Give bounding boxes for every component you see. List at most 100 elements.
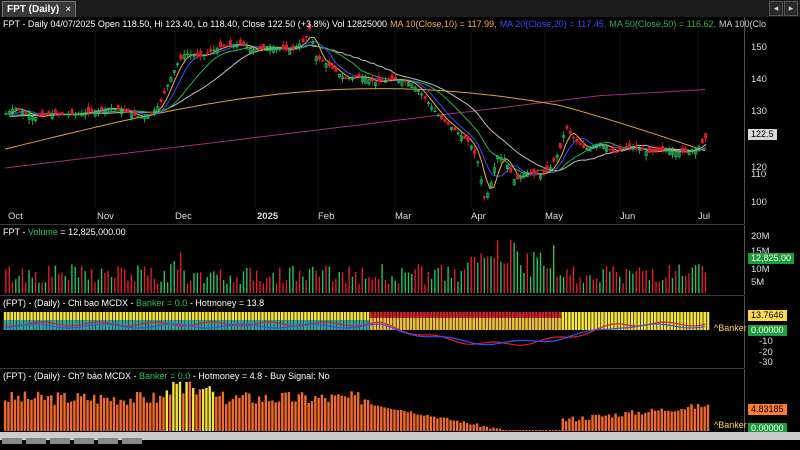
mcdx2-bar — [403, 411, 406, 431]
mcdx2-axis[interactable]: 4.83185 0.00000 — [744, 369, 800, 434]
volume-bar — [638, 267, 641, 293]
mcdx-bar-banker — [201, 320, 205, 330]
volume-bar — [447, 266, 449, 293]
mcdx-bar-mid — [531, 318, 535, 330]
candle-body — [14, 107, 18, 110]
mcdx-bar-mid — [419, 318, 423, 330]
volume-bar — [698, 264, 700, 293]
volume-bar — [41, 282, 43, 293]
mcdx2-bar — [654, 410, 657, 431]
volume-bar — [67, 280, 70, 293]
mcdx2-bar — [482, 426, 485, 431]
volume-bar — [371, 279, 373, 293]
volume-bar — [265, 278, 268, 293]
mcdx2-bar — [291, 401, 294, 431]
mcdx2-bar — [426, 414, 429, 431]
mcdx2-bar — [459, 422, 462, 431]
chevron-left-icon[interactable]: ◂ — [769, 1, 783, 16]
candle-body — [463, 136, 467, 139]
candle-body — [512, 179, 516, 185]
mcdx2-bar — [489, 428, 492, 431]
volume-bar — [117, 266, 119, 293]
mcdx-bar-mid — [452, 318, 456, 330]
mcdx-axis[interactable]: 13.7646 0.00000 10 0 -10 -20 -30 — [744, 296, 800, 368]
ma20-value: MA 20(Close,20) = 117.45, — [499, 19, 607, 29]
price-axis[interactable]: 150 140 130 120 110 100 122.5 — [744, 17, 800, 224]
candle-body — [120, 109, 123, 115]
mcdx-bar-banker — [238, 320, 241, 330]
mcdx-bar-banker — [50, 320, 53, 330]
price-chart-pane[interactable]: FPT - Daily 04/07/2025 Open 118.50, Hi 1… — [0, 17, 766, 225]
volume-bar — [216, 274, 218, 293]
mcdx2-bar — [99, 394, 102, 431]
mcdx-histogram-pane[interactable]: (FPT) - (Daily) - Ch? báo MCDX - Banker … — [0, 369, 744, 432]
volume-bar — [437, 267, 439, 293]
volume-bar — [477, 262, 479, 293]
mcdx2-bar — [390, 409, 393, 431]
mcdx2-bar — [624, 412, 627, 431]
mcdx2-bar — [644, 413, 647, 431]
candle-body — [436, 114, 440, 117]
mcdx-header: (FPT) - (Daily) - Chi bao MCDX - Banker … — [3, 298, 267, 308]
mcdx2-bar — [614, 413, 617, 431]
mcdx2-bar — [116, 404, 119, 431]
mcdx-bar-mid — [508, 318, 512, 330]
mcdx-bar-banker — [122, 320, 126, 330]
mcdx2-bar — [512, 430, 515, 431]
volume-bar — [236, 276, 238, 293]
volume-bar — [520, 265, 522, 293]
candle-body — [136, 116, 140, 118]
mcdx2-bar — [221, 391, 225, 431]
mcdx-bar-banker — [152, 320, 155, 330]
mcdx-indicator-pane[interactable]: (FPT) - (Daily) - Chi bao MCDX - Banker … — [0, 296, 744, 369]
volume-bar — [107, 270, 109, 293]
mcdx2-bar — [581, 416, 584, 431]
candle-body — [387, 78, 391, 81]
candle-body — [657, 147, 661, 151]
mcdx2-bar — [706, 404, 710, 431]
mcdx2-bar — [185, 382, 188, 431]
volume-bar — [374, 277, 377, 293]
candle-body — [209, 48, 213, 52]
mcdx2-bar — [505, 430, 508, 431]
candle-body — [420, 93, 424, 96]
volume-bar — [510, 239, 512, 293]
mcdx-bar — [670, 312, 673, 330]
candle-body — [179, 54, 183, 60]
mcdx2-bar — [96, 403, 99, 431]
volume-bar — [543, 266, 545, 293]
candle-body — [34, 116, 38, 121]
close-icon[interactable]: × — [65, 4, 71, 14]
mcdx-bar — [693, 312, 697, 330]
mcdx-banker-value: Banker = 0.0 — [136, 298, 188, 308]
volume-bar — [285, 279, 288, 293]
sheet-tab[interactable] — [50, 438, 70, 444]
candle-body — [156, 106, 160, 113]
sheet-tab[interactable] — [122, 438, 142, 444]
sheet-tab[interactable] — [98, 438, 118, 444]
mcdx-bar-mid — [459, 318, 462, 330]
mcdx-bar-banker — [165, 320, 169, 330]
mcdx-plot — [3, 312, 710, 346]
mcdx2-bar — [647, 412, 650, 431]
mcdx-bar — [696, 312, 700, 330]
candle-body — [192, 54, 196, 57]
sheet-tab[interactable] — [74, 438, 94, 444]
candle-body — [367, 79, 371, 85]
candle-body — [70, 109, 74, 115]
sheet-tab[interactable] — [26, 438, 46, 444]
chevron-right-icon[interactable]: ▸ — [784, 1, 798, 16]
mcdx2-bar — [439, 417, 442, 431]
mcdx-bar — [614, 312, 617, 330]
volume-pane[interactable]: FPT - Volume = 12,825,000.00 — [0, 225, 744, 296]
mcdx2-bar — [327, 401, 330, 431]
mcdx2-bar — [627, 412, 630, 431]
sheet-tab[interactable] — [2, 438, 22, 444]
volume-bar — [661, 280, 664, 293]
mcdx2-bar — [700, 407, 703, 431]
volume-axis[interactable]: 20M 15M 10M 5M 12,825.00 — [744, 225, 800, 295]
volume-bar — [457, 281, 459, 293]
mcdx2-banker-badge: 0.00000 — [748, 423, 787, 434]
chart-tab-fpt-daily[interactable]: FPT (Daily) × — [2, 1, 77, 17]
month-label-mar: Mar — [395, 211, 412, 222]
